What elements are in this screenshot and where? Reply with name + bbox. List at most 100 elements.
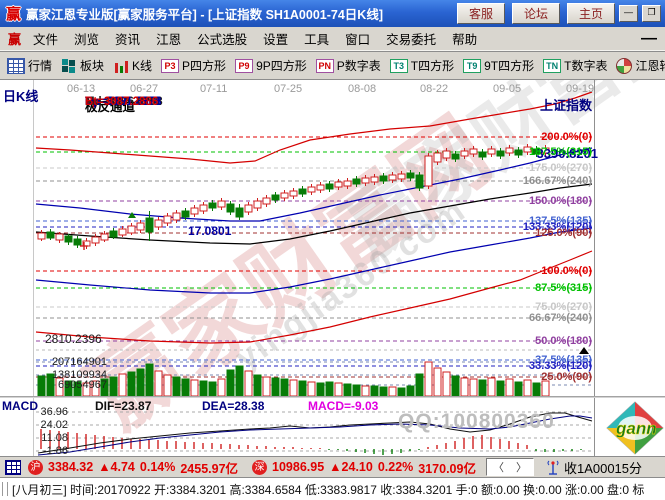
gann-level-label-8: 125.0%(90) — [535, 227, 592, 239]
gann-level-label-14: 37.5%(135) — [535, 354, 592, 366]
gann-level-label-1: 200.0%(0) — [541, 131, 592, 143]
resize-grip-icon — [2, 482, 8, 496]
toolbar-item-blocks[interactable]: 板块 — [61, 57, 104, 74]
kline-chart[interactable] — [0, 80, 665, 456]
chart-region: 赢家财富网 赢家财富网 yingjia360.com 日K线 MACD 极反通道… — [0, 80, 665, 456]
gann-level-label-6: 137.5%(135) — [529, 215, 592, 227]
date-tick-8: 09-19 — [566, 83, 595, 95]
toolbar-label-t-table: T数字表 — [564, 59, 608, 73]
status-bar: 沪 3384.32 ▲4.74 0.14% 2455.97亿 深 10986.9… — [0, 456, 665, 477]
window-title: 赢家江恩专业版[赢家服务平台] - [上证指数 SH1A0001-74日K线] — [26, 8, 383, 22]
date-tick-6: 08-22 — [420, 83, 449, 95]
page-nav: 〈 〉 — [485, 458, 534, 476]
sz-index-value: 10986.95 — [272, 460, 325, 474]
md-value: Md=3306.0203 — [85, 96, 163, 108]
menu-item-1[interactable]: 文件 — [33, 33, 59, 47]
forum-button[interactable]: 论坛 — [512, 3, 560, 24]
toolbar-item-gann-wheel[interactable]: 江恩轮 — [616, 57, 665, 74]
child-minimize-icon[interactable]: — — [641, 29, 657, 47]
toolbar-item-9t-square[interactable]: T9 9T四方形 — [463, 57, 534, 74]
last-price-label: 3390.8201 — [536, 146, 598, 161]
shenzhen-market-icon[interactable]: 深 — [252, 459, 268, 475]
shanghai-market-icon[interactable]: 沪 — [28, 459, 43, 475]
sh-index-change: ▲4.74 — [98, 460, 135, 474]
restore-button[interactable]: ❐ — [642, 5, 661, 22]
prev-page-icon[interactable]: 〈 — [492, 462, 504, 474]
toolbar-item-t-square[interactable]: T3 T四方形 — [389, 57, 455, 74]
volume-scale-2: 138109934 — [51, 369, 107, 381]
gann-level-label-13: 50.0%(180) — [535, 335, 592, 347]
qq-watermark: QQ:100800360 — [398, 410, 555, 433]
toolbar-label-p-square: P四方形 — [182, 59, 227, 73]
up-value: Up=3391.4561 — [85, 96, 162, 108]
toolbar-label-9t-square: 9T四方形 — [484, 59, 535, 73]
toolbar-item-p-square[interactable]: P3 P四方形 — [161, 57, 226, 74]
menu-item-2[interactable]: 浏览 — [74, 33, 100, 47]
9p-square-icon: P9 — [235, 58, 254, 73]
app-logo-icon: 赢 — [6, 6, 22, 23]
blocks-icon — [61, 58, 77, 73]
next-page-icon[interactable]: 〉 — [515, 462, 527, 474]
gann-level-label-2: 187.5%(315) — [529, 146, 592, 158]
p-table-icon: PN — [315, 58, 334, 73]
menu-item-6[interactable]: 设置 — [263, 33, 289, 47]
market-grid-icon — [7, 57, 25, 74]
info-bar: [八月初三] 时间:20170922 开:3384.3201 高:3384.65… — [0, 477, 665, 500]
gann-level-label-9: 100.0%(0) — [541, 265, 592, 277]
toolbar-item-kline[interactable]: K线 — [113, 57, 152, 74]
toolbar-label-t-square: T四方形 — [410, 59, 455, 73]
date-tick-4: 07-25 — [274, 83, 303, 95]
sh-index-amount: 2455.97亿 — [180, 461, 239, 476]
menu-item-10[interactable]: 帮助 — [452, 33, 478, 47]
toolbar-item-market-grid[interactable]: 行情 — [7, 57, 52, 74]
customer-service-button[interactable]: 客服 — [457, 3, 505, 24]
dif-value: DIF=23.87 — [95, 399, 152, 413]
menu-item-5[interactable]: 公式选股 — [197, 33, 248, 47]
pane-divider — [0, 396, 665, 398]
homepage-button[interactable]: 主页 — [567, 3, 615, 24]
toolbar-label-9p-square: 9P四方形 — [256, 59, 307, 73]
kline-icon — [113, 59, 129, 73]
title-bar: 赢 赢家江恩专业版[赢家服务平台] - [上证指数 SH1A0001-74日K线… — [0, 0, 665, 27]
menu-item-3[interactable]: 资讯 — [115, 33, 141, 47]
menu-item-8[interactable]: 窗口 — [345, 33, 371, 47]
gann-logo-icon: gann — [606, 401, 664, 455]
9t-square-icon: T9 — [463, 58, 482, 73]
date-tick-7: 09-05 — [493, 83, 522, 95]
date-tick-1: 06-13 — [67, 83, 96, 95]
minimize-button[interactable]: — — [619, 5, 638, 22]
data-feed-status: 收1A00015分 — [563, 460, 643, 476]
gutter-divider — [33, 80, 34, 456]
toolbar-item-9p-square[interactable]: P9 9P四方形 — [235, 57, 307, 74]
scroll-marker-icon[interactable] — [579, 347, 589, 354]
menu-logo-icon: 赢 — [8, 32, 22, 47]
toolbar-item-p-table[interactable]: PN P数字表 — [315, 57, 381, 74]
t-square-icon: T3 — [389, 58, 408, 73]
gann-level-label-16: 25.0%(90) — [541, 371, 592, 383]
toolbar-label-gann-wheel: 江恩轮 — [635, 59, 665, 73]
tp-value: Tp=3466.7377 — [85, 96, 161, 108]
toolbar-label-blocks: 板块 — [80, 59, 105, 73]
p-square-icon: P3 — [161, 58, 180, 73]
toolbar-label-kline: K线 — [132, 59, 153, 73]
gann-level-label-3: 175.0%(270) — [529, 162, 592, 174]
toolbar-label-market-grid: 行情 — [28, 59, 53, 73]
volume-scale-1: 207164901 — [51, 356, 107, 368]
toolbar-item-t-table[interactable]: TN T数字表 — [543, 57, 607, 74]
menu-item-9[interactable]: 交易委托 — [386, 33, 437, 47]
macd-pane-label: MACD — [2, 399, 38, 413]
toolbar-items: 行情 板块 K线 P3 P四方形 P9 9P四方形 PN P数字表 T3 T四方形 T9 9T四方形 TN… — [7, 57, 665, 74]
min-price-label: 2810.2396 — [45, 332, 102, 346]
gann-level-label-11: 75.0%(270) — [535, 301, 592, 313]
gann-level-label-5: 150.0%(180) — [529, 195, 592, 207]
svg-text:gann: gann — [615, 419, 657, 438]
quotes-grid-icon[interactable] — [5, 459, 21, 475]
date-annotation: 17.0801 — [188, 224, 232, 238]
menu-item-4[interactable]: 江恩 — [156, 33, 182, 47]
macd-scale-2: 24.02 — [40, 419, 68, 431]
menu-bar: 赢 文件 浏览 资讯 江恩 公式选股 设置 工具 窗口 交易委托 帮助 — — [0, 27, 665, 51]
sh-index-value: 3384.32 — [48, 460, 94, 474]
menu-item-7[interactable]: 工具 — [304, 33, 330, 47]
dn-value: Dn=3191.3278 — [85, 96, 162, 108]
toolbar-label-p-table: P数字表 — [336, 59, 381, 73]
